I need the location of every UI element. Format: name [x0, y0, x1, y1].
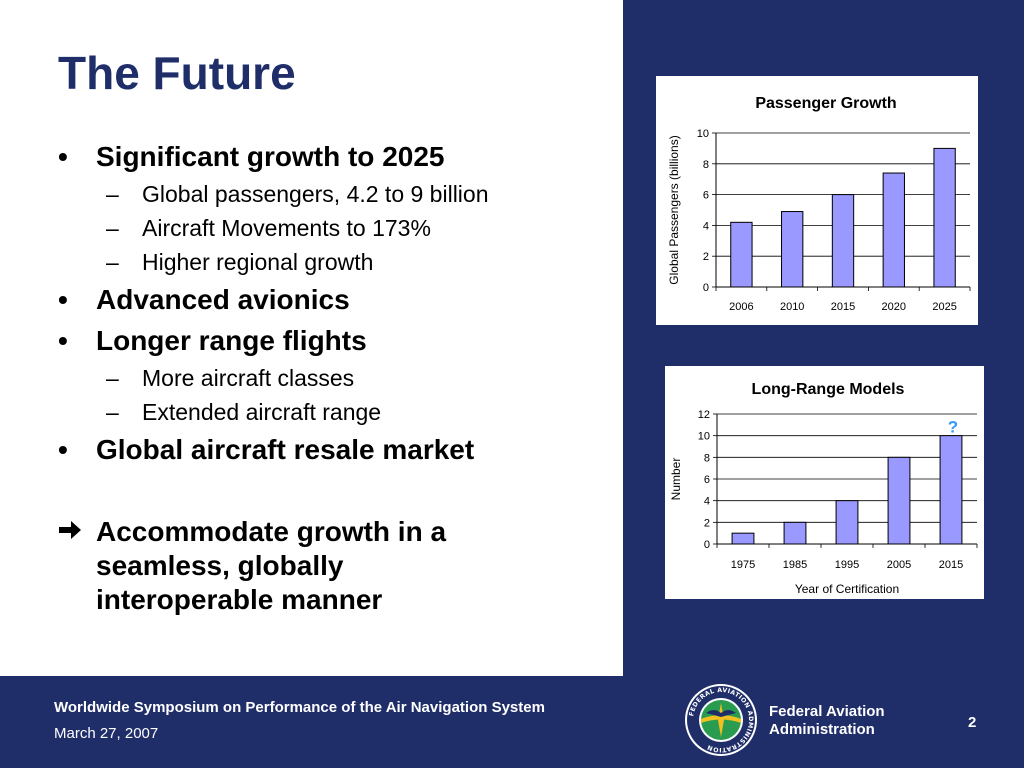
bar-2020 [882, 172, 905, 288]
y-axis-label: Global Passengers (billions) [667, 135, 681, 284]
bullet-mark: • [58, 325, 68, 356]
x-tick-label: 2015 [939, 559, 963, 571]
y-tick-label: 8 [703, 159, 709, 171]
passenger-growth-svg: Passenger Growth 0 2 4 6 8 10 2006 2010 2015 2020 2… [667, 95, 971, 313]
faa-seal-logo: FEDERAL AVIATION ADMINISTRATION [684, 683, 758, 757]
y-tick-label: 4 [703, 220, 709, 232]
conclusion: Accommodate growth in a seamless, global… [58, 515, 578, 617]
y-tick-label: 2 [704, 517, 710, 529]
bullet-avionics: • Advanced avionics [58, 283, 350, 317]
footer-date: March 27, 2007 [54, 725, 159, 742]
bullet-mark: • [58, 141, 68, 172]
footer-symposium: Worldwide Symposium on Performance of th… [54, 699, 545, 716]
bar-2006 [730, 221, 753, 288]
bar-1985 [783, 521, 807, 545]
bar-2025 [933, 147, 956, 288]
long-range-models-chart: Long-Range Models 0 2 4 6 8 10 12 1975 1985 1995 20… [665, 366, 984, 599]
y-tick-label: 10 [697, 128, 709, 140]
sub-bullet-movements: – Aircraft Movements to 173% [106, 214, 431, 242]
arrow-right-icon [58, 515, 96, 549]
y-tick-label: 0 [703, 282, 709, 294]
sub-bullet-classes: – More aircraft classes [106, 364, 354, 392]
y-tick-label: 6 [703, 190, 709, 202]
sub-mark: – [106, 215, 119, 241]
bullet-resale: • Global aircraft resale market [58, 433, 474, 467]
y-tick-label: 6 [704, 474, 710, 486]
y-axis-label: Number [669, 458, 683, 501]
footer-agency: Federal Aviation Administration [769, 703, 885, 739]
chart-title: Long-Range Models [752, 381, 905, 398]
x-tick-label: 2020 [882, 301, 906, 313]
x-tick-label: 1985 [783, 559, 807, 571]
page-number: 2 [968, 714, 977, 731]
y-tick-label: 2 [703, 251, 709, 263]
conclusion-line: interoperable manner [96, 584, 383, 615]
sub-text: Extended aircraft range [142, 399, 382, 425]
passenger-growth-chart: Passenger Growth 0 2 4 6 8 10 2006 2010 2015 2020 2… [656, 76, 978, 325]
sub-mark: – [106, 181, 119, 207]
sub-text: Global passengers, 4.2 to 9 billion [142, 181, 489, 207]
bullet-text: Global aircraft resale market [96, 434, 475, 465]
sub-text: Aircraft Movements to 173% [142, 215, 431, 241]
agency-line: Administration [769, 721, 875, 738]
sub-mark: – [106, 365, 119, 391]
x-axis-label: Year of Certification [795, 582, 899, 596]
x-tick-label: 2015 [831, 301, 855, 313]
chart-annotation: ? [948, 418, 958, 437]
y-tick-label: 0 [704, 539, 710, 551]
x-tick-label: 1995 [835, 559, 859, 571]
bullet-long-range: • Longer range flights [58, 324, 367, 358]
bullet-mark: • [58, 284, 68, 315]
x-tick-label: 1975 [731, 559, 755, 571]
x-tick-label: 2010 [780, 301, 804, 313]
chart-title: Passenger Growth [755, 95, 896, 112]
slide-title: The Future [58, 47, 296, 99]
bullet-text: Advanced avionics [96, 284, 350, 315]
long-range-models-svg: Long-Range Models 0 2 4 6 8 10 12 1975 1985 1995 20… [669, 381, 978, 596]
bar-2005 [887, 456, 911, 545]
sub-bullet-range: – Extended aircraft range [106, 398, 381, 426]
sub-mark: – [106, 399, 119, 425]
agency-line: Federal Aviation [769, 703, 885, 720]
y-tick-label: 8 [704, 452, 710, 464]
sub-bullet-regional: – Higher regional growth [106, 248, 373, 276]
bar-1975 [731, 532, 755, 545]
sub-bullet-passengers: – Global passengers, 4.2 to 9 billion [106, 180, 489, 208]
bar-2015 [831, 194, 855, 288]
bullet-text: Longer range flights [96, 325, 367, 356]
footer-bar [0, 676, 1024, 768]
x-tick-label: 2006 [729, 301, 753, 313]
bullet-text: Significant growth to 2025 [96, 141, 445, 172]
bar-2010 [781, 211, 804, 288]
x-tick-label: 2025 [932, 301, 956, 313]
bar-1995 [835, 500, 859, 545]
bullet-growth: • Significant growth to 2025 [58, 140, 444, 174]
y-tick-label: 12 [698, 409, 710, 421]
sub-text: Higher regional growth [142, 249, 374, 275]
conclusion-line: seamless, globally [96, 550, 344, 581]
sub-mark: – [106, 249, 119, 275]
bar-2015 [939, 435, 963, 545]
conclusion-line: Accommodate growth in a [96, 516, 447, 547]
x-tick-label: 2005 [887, 559, 911, 571]
y-tick-label: 10 [698, 431, 710, 443]
sub-text: More aircraft classes [142, 365, 355, 391]
y-tick-label: 4 [704, 496, 710, 508]
bullet-mark: • [58, 434, 68, 465]
